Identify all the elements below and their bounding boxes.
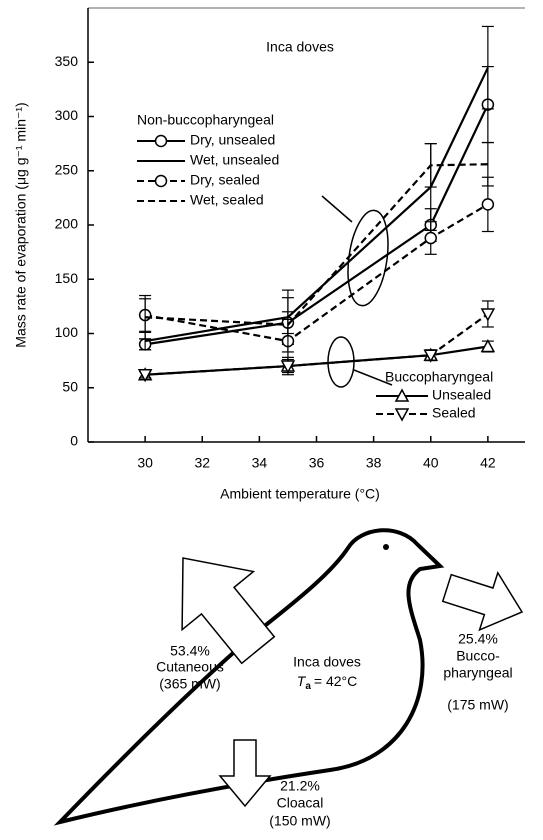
flow-arrow — [441, 570, 524, 632]
bucco-name: pharyngeal — [443, 665, 512, 681]
y-tick-label: 200 — [55, 216, 79, 232]
cloacal-power: (150 mW) — [269, 813, 330, 829]
x-tick-label: 40 — [423, 455, 439, 471]
x-axis-label: Ambient temperature (°C) — [220, 486, 380, 502]
x-tick-label: 34 — [252, 455, 268, 471]
bird-eye — [383, 544, 389, 550]
marker — [137, 368, 153, 383]
y-tick-label: 150 — [55, 270, 79, 286]
y-axis-label: Mass rate of evaporation (μg g⁻¹ min⁻¹) — [13, 102, 29, 347]
marker — [480, 338, 496, 353]
bucco-power: (175 mW) — [447, 697, 508, 713]
cutaneous-power: (365 mW) — [159, 676, 220, 692]
marker — [394, 408, 410, 422]
center-condition: Ta = 42°C — [297, 673, 357, 692]
x-tick-label: 32 — [194, 455, 210, 471]
y-tick-label: 50 — [62, 378, 78, 394]
cloacal-percent: 21.2% — [280, 778, 320, 794]
cloacal-name: Cloacal — [277, 795, 324, 811]
x-tick-label: 36 — [309, 455, 325, 471]
legend-title: Buccopharyngeal — [385, 369, 493, 385]
marker — [424, 231, 437, 245]
chart: Inca doves Ambient temperature (°C) Mass… — [13, 7, 525, 502]
legend-label: Sealed — [432, 405, 476, 421]
bucco-percent: 25.4% — [458, 631, 498, 647]
y-tick-label: 300 — [55, 107, 79, 123]
temp-subscript: a — [305, 681, 311, 692]
marker — [154, 174, 168, 188]
legend-title: Non-buccopharyngeal — [137, 112, 274, 128]
marker — [481, 198, 495, 211]
legend-label: Dry, unsealed — [190, 132, 275, 148]
center-title: Inca doves — [293, 654, 361, 670]
y-tick-label: 100 — [55, 324, 79, 340]
x-tick-label: 42 — [480, 455, 496, 471]
cutaneous-percent: 53.4% — [170, 643, 210, 659]
legend-label: Unsealed — [432, 387, 491, 403]
marker — [394, 388, 410, 402]
group-ellipse — [347, 209, 389, 307]
annotation: Inca doves — [266, 39, 334, 55]
marker — [423, 349, 439, 363]
temp-value: = 42°C — [314, 673, 357, 689]
diagram: 53.4% Cutaneous (365 mW) Inca doves Ta = … — [53, 528, 524, 829]
pointer-line — [321, 195, 353, 223]
x-tick-label: 30 — [137, 455, 153, 471]
temp-symbol: T — [297, 673, 307, 689]
series-line — [145, 313, 489, 376]
y-tick-label: 250 — [55, 161, 79, 177]
y-tick-label: 350 — [55, 53, 79, 69]
series-line — [144, 203, 489, 343]
arrows — [181, 557, 524, 808]
marker — [154, 134, 168, 148]
flow-arrow — [181, 557, 276, 665]
flow-arrow — [218, 739, 272, 808]
cutaneous-name: Cutaneous — [156, 659, 224, 675]
series-line — [145, 163, 488, 326]
bucco-name: Bucco- — [456, 648, 500, 664]
x-tick-label: 38 — [366, 455, 382, 471]
legend-label: Wet, unsealed — [190, 152, 279, 168]
y-tick-label: 0 — [70, 433, 78, 449]
legend-label: Dry, sealed — [190, 172, 260, 188]
legend-label: Wet, sealed — [190, 192, 264, 208]
marker — [280, 360, 296, 374]
pointer-line — [353, 369, 393, 386]
marker — [480, 308, 496, 322]
